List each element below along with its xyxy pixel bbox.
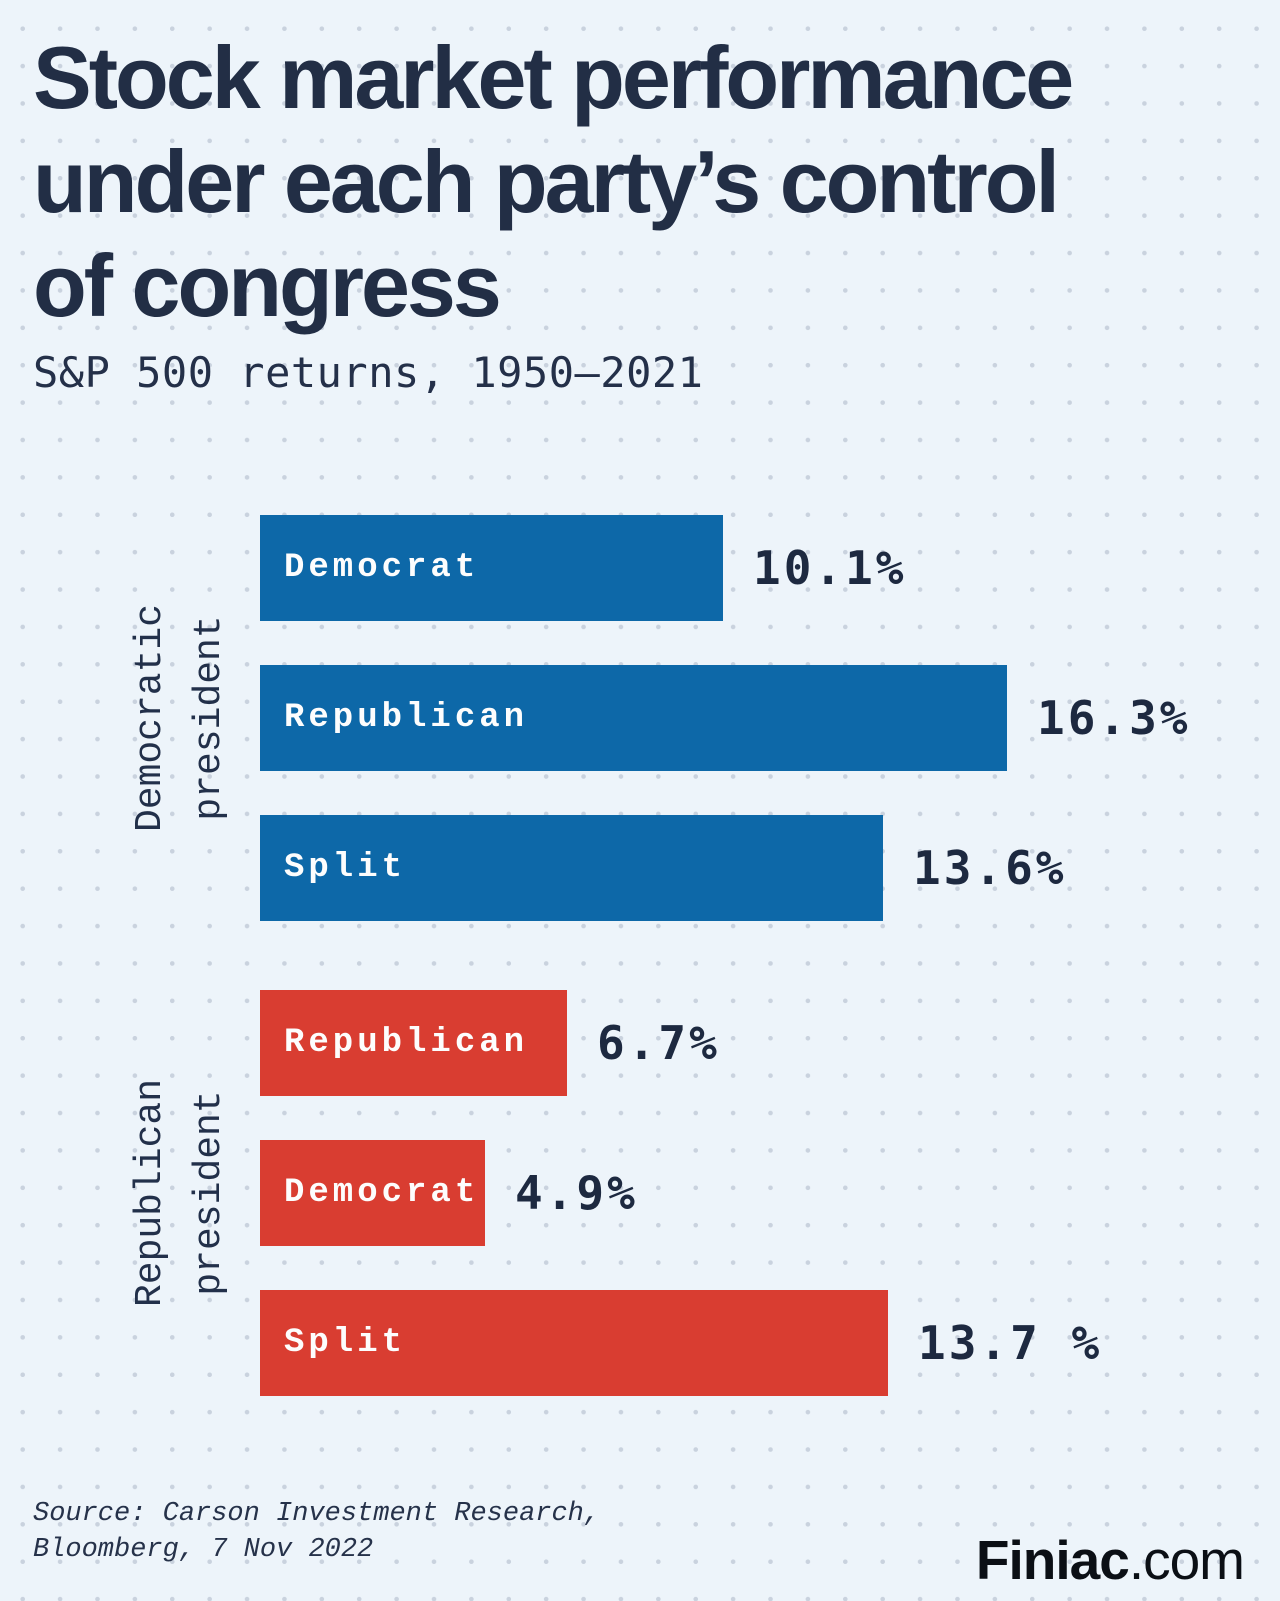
bar-democratic-president-split-congress: Split <box>260 815 883 921</box>
bar-row: Republican 16.3% <box>260 665 1280 771</box>
source-note: Source: Carson Investment Research, Bloo… <box>33 1496 600 1568</box>
bar-row: Democrat 10.1% <box>260 515 1280 621</box>
brand-suffix: .com <box>1128 1529 1245 1591</box>
bar-category-label: Split <box>284 849 407 887</box>
page-title: Stock market performance under each party… <box>33 26 1074 338</box>
bar-republican-president-republican-congress: Republican <box>260 990 567 1096</box>
bar-value-label: 16.3% <box>1037 691 1191 745</box>
bar-republican-president-democrat-congress: Democrat <box>260 1140 485 1246</box>
chart-subtitle: S&P 500 returns, 1950–2021 <box>33 348 704 397</box>
axis-label-line: Republican <box>129 1078 172 1308</box>
bar-row: Split 13.7 % <box>260 1290 1280 1396</box>
bar-democratic-president-democrat-congress: Democrat <box>260 515 723 621</box>
bar-value-label: 6.7% <box>597 1016 720 1070</box>
axis-label-line: president <box>188 1090 231 1296</box>
bar-row: Republican 6.7% <box>260 990 1280 1096</box>
axis-label-line: Democratic <box>129 603 172 833</box>
source-note-line-2: Bloomberg, 7 Nov 2022 <box>33 1535 374 1565</box>
bar-value-label: 4.9% <box>515 1166 638 1220</box>
axis-label-republican-president: Republican president <box>121 973 239 1413</box>
bar-category-label: Split <box>284 1324 407 1362</box>
source-note-line-1: Source: Carson Investment Research, <box>33 1499 601 1529</box>
bar-value-label: 13.6% <box>913 841 1067 895</box>
axis-label-democratic-president: Democratic president <box>121 498 239 938</box>
brand-logo: Finiac.com <box>975 1528 1245 1592</box>
bar-democratic-president-republican-congress: Republican <box>260 665 1007 771</box>
bar-row: Split 13.6% <box>260 815 1280 921</box>
bar-category-label: Republican <box>284 1024 529 1062</box>
bar-category-label: Democrat <box>284 1174 480 1212</box>
bar-value-label: 10.1% <box>753 541 907 595</box>
bar-republican-president-split-congress: Split <box>260 1290 888 1396</box>
brand-name: Finiac <box>975 1529 1130 1591</box>
page-title-line-2: under each party’s control <box>33 132 1060 231</box>
bar-row: Democrat 4.9% <box>260 1140 1280 1246</box>
axis-label-line: president <box>188 615 231 821</box>
page-title-line-3: of congress <box>33 236 502 335</box>
page-title-line-1: Stock market performance <box>33 28 1074 127</box>
bar-value-label: 13.7 % <box>918 1316 1103 1370</box>
bar-category-label: Democrat <box>284 549 480 587</box>
bar-category-label: Republican <box>284 699 529 737</box>
